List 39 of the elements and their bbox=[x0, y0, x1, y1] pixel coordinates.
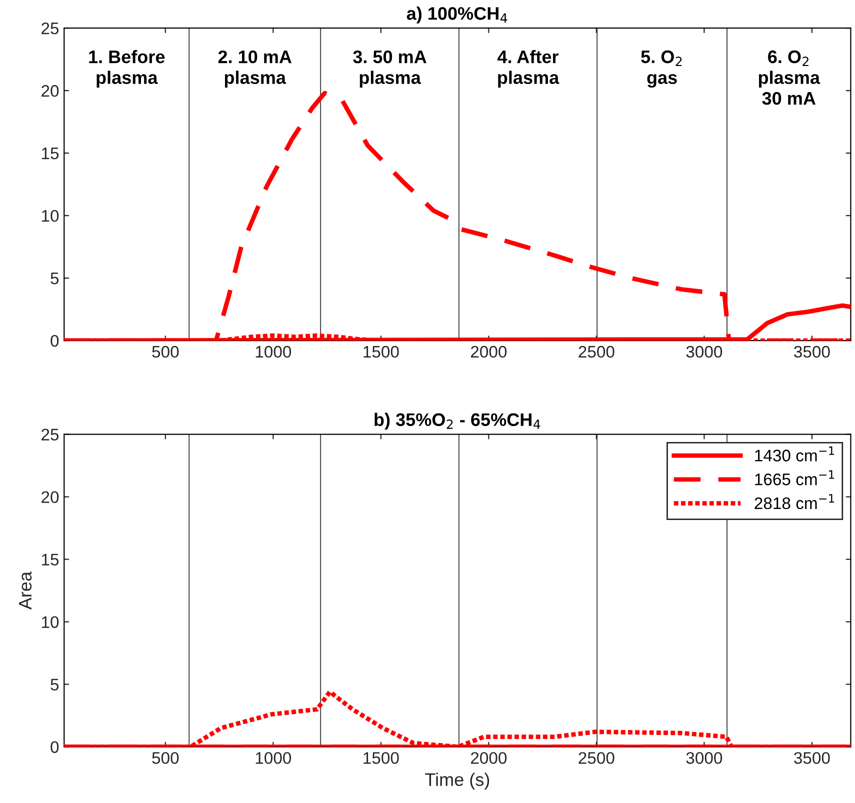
y-tick-label: 0 bbox=[50, 741, 59, 753]
y-tick-label: 0 bbox=[50, 334, 59, 347]
x-tick-label: 2000 bbox=[470, 346, 507, 358]
annotation: 3. 50 mA plasma bbox=[353, 50, 426, 88]
x-tick-label: 2000 bbox=[470, 752, 507, 764]
annotation: 6. O$_{2}$ plasma 30 mA bbox=[758, 50, 820, 105]
y-tick-label: 25 bbox=[42, 22, 59, 34]
x-axis-title: Time (s) bbox=[425, 772, 490, 790]
chart-title: b) 35%O$_{2}$ - 65%CH$_{4}$ bbox=[374, 412, 540, 430]
annotation: 4. After plasma bbox=[498, 50, 560, 88]
x-tick-label: 500 bbox=[152, 752, 179, 764]
y-tick-label: 25 bbox=[42, 428, 59, 441]
y-tick-label: 15 bbox=[42, 554, 59, 566]
x-tick-label: 2500 bbox=[578, 346, 614, 358]
x-tick-label: 1500 bbox=[364, 752, 399, 764]
x-tick-label: 3500 bbox=[794, 346, 830, 358]
y-tick-label: 10 bbox=[42, 210, 59, 222]
x-tick-label: 3000 bbox=[686, 346, 722, 358]
y-tick-label: 15 bbox=[42, 148, 59, 160]
legend-label: 2818 cm$^{−1}$ bbox=[754, 494, 834, 510]
x-tick-label: 1000 bbox=[256, 752, 292, 764]
annotation: 5. O$_{2}$ gas bbox=[641, 50, 682, 88]
annotation: 1. Before plasma bbox=[89, 50, 165, 88]
legend-label: 1665 cm$^{−1}$ bbox=[755, 470, 834, 486]
y-tick-label: 5 bbox=[50, 272, 59, 284]
x-tick-label: 1000 bbox=[256, 346, 292, 358]
chart-title: a) 100%CH$_{4}$ bbox=[406, 6, 508, 24]
x-tick-label: 3000 bbox=[686, 752, 722, 764]
x-tick-label: 3500 bbox=[794, 752, 830, 764]
x-tick-label: 1500 bbox=[364, 346, 399, 358]
y-tick-label: 20 bbox=[42, 491, 59, 504]
y-tick-label: 5 bbox=[50, 678, 59, 690]
y-tick-label: 10 bbox=[42, 616, 59, 628]
y-axis-title: Area bbox=[19, 571, 32, 610]
y-tick-label: 20 bbox=[42, 85, 59, 97]
x-tick-label: 2500 bbox=[578, 752, 614, 764]
legend-label: 1430 cm$^{−1}$ bbox=[755, 446, 834, 462]
annotation: 2. 10 mA plasma bbox=[218, 50, 292, 88]
x-tick-label: 500 bbox=[152, 346, 179, 358]
